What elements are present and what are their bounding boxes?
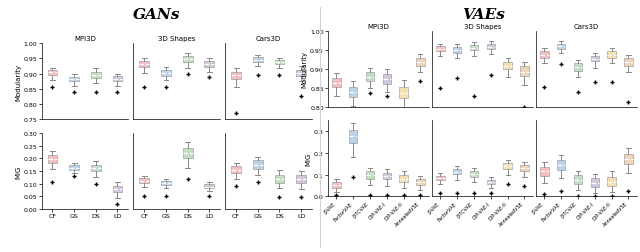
- PathPatch shape: [504, 164, 512, 169]
- PathPatch shape: [574, 175, 582, 184]
- PathPatch shape: [574, 64, 582, 71]
- PathPatch shape: [416, 59, 424, 66]
- PathPatch shape: [296, 175, 306, 183]
- PathPatch shape: [231, 166, 241, 173]
- PathPatch shape: [253, 58, 262, 62]
- Title: MPI3D: MPI3D: [367, 24, 389, 30]
- PathPatch shape: [69, 166, 79, 170]
- PathPatch shape: [624, 59, 632, 66]
- Title: 3D Shapes: 3D Shapes: [158, 36, 195, 42]
- PathPatch shape: [253, 161, 262, 169]
- PathPatch shape: [607, 52, 616, 59]
- PathPatch shape: [436, 47, 445, 52]
- PathPatch shape: [470, 46, 478, 51]
- PathPatch shape: [113, 186, 122, 192]
- PathPatch shape: [383, 75, 391, 84]
- PathPatch shape: [624, 154, 632, 165]
- PathPatch shape: [453, 169, 461, 175]
- PathPatch shape: [91, 165, 100, 171]
- PathPatch shape: [296, 71, 306, 77]
- PathPatch shape: [69, 77, 79, 82]
- PathPatch shape: [383, 173, 391, 180]
- PathPatch shape: [349, 130, 357, 144]
- PathPatch shape: [332, 182, 340, 188]
- PathPatch shape: [113, 77, 122, 82]
- Title: MPI3D: MPI3D: [74, 36, 96, 42]
- PathPatch shape: [204, 185, 214, 188]
- PathPatch shape: [607, 177, 616, 186]
- Y-axis label: Modularity: Modularity: [15, 64, 21, 100]
- Text: GANs: GANs: [133, 8, 180, 21]
- Title: Cars3D: Cars3D: [574, 24, 599, 30]
- PathPatch shape: [504, 62, 512, 70]
- PathPatch shape: [183, 57, 193, 63]
- PathPatch shape: [140, 61, 149, 68]
- PathPatch shape: [453, 47, 461, 53]
- PathPatch shape: [47, 71, 58, 76]
- PathPatch shape: [161, 71, 171, 77]
- PathPatch shape: [540, 52, 548, 59]
- PathPatch shape: [275, 175, 284, 183]
- PathPatch shape: [486, 45, 495, 50]
- PathPatch shape: [557, 160, 565, 170]
- Title: Cars3D: Cars3D: [256, 36, 281, 42]
- PathPatch shape: [591, 178, 599, 187]
- PathPatch shape: [399, 175, 408, 182]
- Y-axis label: MIG: MIG: [15, 165, 21, 178]
- PathPatch shape: [486, 180, 495, 184]
- PathPatch shape: [231, 73, 241, 80]
- Text: VAEs: VAEs: [462, 8, 504, 21]
- PathPatch shape: [399, 87, 408, 99]
- PathPatch shape: [161, 182, 171, 185]
- PathPatch shape: [47, 155, 58, 163]
- PathPatch shape: [470, 172, 478, 177]
- Y-axis label: MIG: MIG: [305, 152, 311, 165]
- Y-axis label: Modularity: Modularity: [301, 51, 307, 88]
- PathPatch shape: [416, 179, 424, 185]
- PathPatch shape: [204, 61, 214, 68]
- Title: 3D Shapes: 3D Shapes: [464, 24, 501, 30]
- PathPatch shape: [275, 61, 284, 65]
- PathPatch shape: [91, 73, 100, 79]
- PathPatch shape: [349, 87, 357, 98]
- PathPatch shape: [557, 45, 565, 50]
- PathPatch shape: [520, 165, 529, 171]
- PathPatch shape: [183, 148, 193, 159]
- PathPatch shape: [366, 73, 374, 81]
- PathPatch shape: [436, 176, 445, 180]
- PathPatch shape: [540, 167, 548, 176]
- PathPatch shape: [591, 57, 599, 62]
- PathPatch shape: [140, 179, 149, 183]
- PathPatch shape: [520, 67, 529, 77]
- PathPatch shape: [366, 172, 374, 179]
- PathPatch shape: [332, 79, 340, 87]
